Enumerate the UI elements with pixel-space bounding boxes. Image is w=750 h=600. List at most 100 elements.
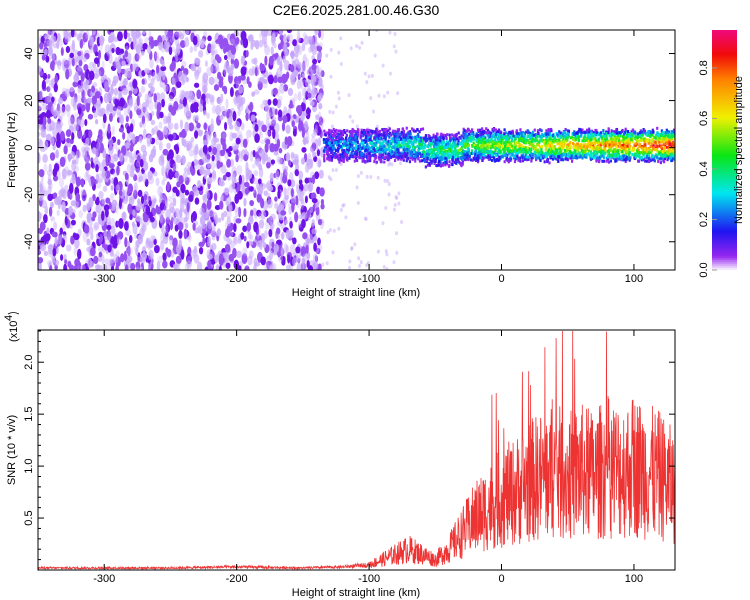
heatmap-cell — [216, 160, 221, 170]
heatmap-cell — [223, 54, 228, 61]
heatmap-cell — [666, 141, 669, 145]
heatmap-cell — [111, 79, 117, 87]
heatmap-cell — [445, 140, 449, 144]
heatmap-cell — [545, 141, 548, 145]
heatmap-cell — [166, 142, 171, 150]
heatmap-cell — [392, 151, 396, 155]
heatmap-cell — [213, 77, 220, 85]
heatmap-cell — [364, 217, 368, 222]
heatmap-cell — [310, 192, 317, 200]
heatmap-cell — [126, 125, 131, 134]
heatmap-cell — [168, 169, 174, 180]
heatmap-cell — [382, 140, 385, 144]
heatmap-cell — [245, 167, 250, 177]
heatmap-cell — [85, 102, 91, 113]
heatmap-cell — [576, 142, 580, 146]
heatmap-cell — [212, 224, 216, 234]
heatmap-cell — [466, 135, 469, 139]
heatmap-cell — [148, 153, 154, 163]
heatmap-cell — [303, 35, 310, 46]
heatmap-cell — [285, 264, 291, 270]
heatmap-cell — [594, 136, 597, 140]
heatmap-cell — [374, 157, 377, 161]
heatmap-cell — [272, 128, 276, 140]
heatmap-cell — [194, 69, 200, 77]
heatmap-cell — [133, 189, 138, 200]
heatmap-cell — [56, 103, 62, 115]
heatmap-cell — [98, 129, 103, 137]
heatmap-cell — [201, 231, 205, 239]
heatmap-cell — [272, 185, 276, 193]
heatmap-cell — [169, 201, 175, 213]
heatmap-cell — [253, 264, 257, 270]
heatmap-cell — [199, 165, 205, 175]
heatmap-cell — [326, 143, 330, 147]
heatmap-cell — [330, 124, 334, 129]
heatmap-cell — [474, 154, 477, 158]
heatmap-cell — [211, 172, 217, 182]
heatmap-cell — [138, 135, 143, 144]
heatmap-cell — [207, 130, 213, 139]
heatmap-cell — [264, 104, 270, 113]
heatmap-cell — [406, 136, 410, 140]
heatmap-cell — [354, 141, 357, 145]
heatmap-cell — [302, 137, 307, 146]
heatmap-cell — [464, 140, 468, 144]
heatmap-cell — [337, 96, 341, 101]
heatmap-cell — [47, 248, 53, 258]
heatmap-cell — [489, 149, 492, 153]
heatmap-cell — [323, 156, 326, 160]
heatmap-cell — [261, 124, 267, 133]
heatmap-cell — [156, 130, 162, 139]
heatmap-cell — [303, 139, 310, 145]
heatmap-cell — [98, 67, 105, 77]
heatmap-cell — [643, 129, 646, 133]
heatmap-cell — [113, 253, 119, 264]
heatmap-cell — [167, 196, 173, 203]
heatmap-cell — [587, 138, 591, 142]
heatmap-cell — [617, 157, 620, 161]
heatmap-cell — [57, 136, 61, 146]
heatmap-cell — [257, 80, 263, 91]
heatmap-cell — [53, 82, 58, 93]
heatmap-cell — [343, 152, 346, 156]
heatmap-cell — [547, 140, 550, 144]
heatmap-cell — [311, 63, 317, 71]
heatmap-cell — [356, 201, 360, 206]
heatmap-cell — [329, 47, 333, 52]
heatmap-cell — [406, 132, 409, 136]
heatmap-cell — [105, 153, 109, 164]
heatmap-cell — [135, 215, 141, 222]
heatmap-cell — [108, 201, 112, 210]
heatmap-cell — [464, 153, 467, 157]
heatmap-cell — [220, 194, 224, 201]
heatmap-cell — [438, 151, 441, 155]
heatmap-cell — [73, 264, 79, 270]
heatmap-cell — [39, 71, 44, 77]
heatmap-cell — [104, 264, 108, 270]
heatmap-cell — [309, 36, 315, 47]
heatmap-cell — [304, 78, 311, 88]
heatmap-cell — [139, 158, 144, 168]
heatmap-cell — [95, 203, 101, 214]
heatmap-cell — [237, 190, 243, 200]
heatmap-cell — [186, 145, 190, 151]
heatmap-cell — [285, 124, 291, 134]
heatmap-cell — [72, 100, 78, 111]
heatmap-cell — [644, 139, 647, 143]
heatmap-cell — [290, 194, 297, 205]
heatmap-cell — [268, 185, 274, 192]
heatmap-cell — [647, 146, 650, 150]
heatmap-cell — [562, 137, 565, 141]
heatmap-cell — [47, 174, 51, 183]
heatmap-cell — [213, 137, 220, 143]
heatmap-cell — [439, 162, 442, 166]
heatmap-cell — [113, 153, 119, 162]
heatmap-cell — [641, 133, 644, 137]
heatmap-cell — [163, 125, 169, 136]
heatmap-cell — [656, 132, 659, 136]
heatmap-cell — [376, 249, 380, 254]
heatmap-cell — [297, 30, 301, 41]
heatmap-cell — [240, 55, 245, 65]
heatmap-cell — [127, 32, 131, 38]
